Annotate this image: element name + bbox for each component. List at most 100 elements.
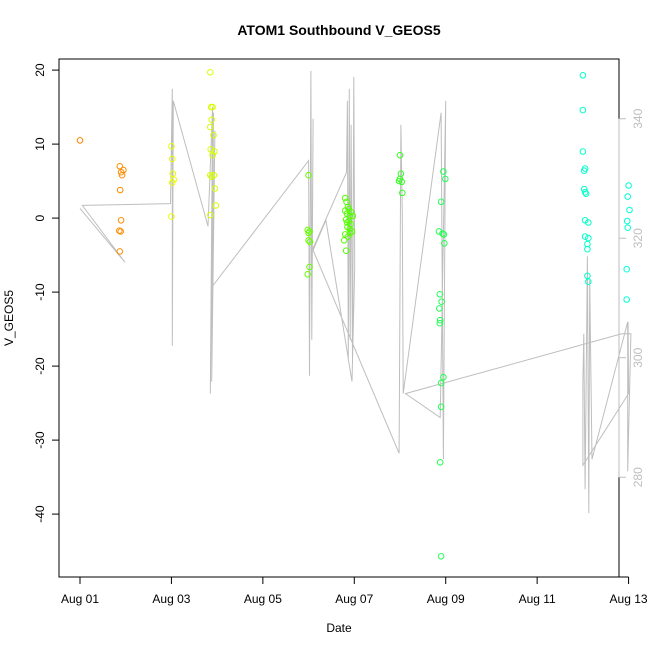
y-tick-label: 0 bbox=[33, 214, 47, 221]
data-point bbox=[581, 233, 589, 240]
data-point bbox=[623, 296, 631, 303]
data-point bbox=[436, 291, 444, 298]
data-point bbox=[438, 298, 445, 306]
data-point bbox=[436, 316, 444, 324]
data-point bbox=[76, 137, 84, 144]
chart-title: ATOM1 Southbound V_GEOS5 bbox=[237, 22, 440, 38]
data-point bbox=[440, 373, 447, 381]
data-point bbox=[117, 228, 124, 235]
data-point bbox=[436, 305, 443, 312]
data-point bbox=[305, 171, 312, 179]
data-point bbox=[442, 175, 449, 183]
x-tick-label: Aug 11 bbox=[519, 592, 556, 606]
data-point bbox=[210, 131, 217, 139]
x-tick-label: Aug 13 bbox=[610, 592, 648, 606]
data-point bbox=[210, 171, 218, 179]
data-point bbox=[169, 155, 176, 163]
data-point bbox=[624, 193, 632, 200]
data-point bbox=[116, 248, 124, 255]
data-point bbox=[581, 188, 589, 196]
data-point bbox=[440, 168, 447, 175]
data-point bbox=[209, 151, 216, 159]
data-point bbox=[345, 205, 353, 213]
data-point bbox=[116, 163, 124, 170]
data-point bbox=[306, 238, 314, 246]
data-point bbox=[212, 202, 220, 209]
data-point bbox=[579, 148, 587, 155]
data-point bbox=[585, 234, 592, 242]
plot-area bbox=[76, 69, 633, 560]
data-point bbox=[436, 319, 444, 327]
data-point bbox=[436, 459, 444, 466]
data-point bbox=[120, 166, 127, 174]
data-point bbox=[441, 240, 448, 247]
x-tick-label: Aug 05 bbox=[244, 592, 282, 606]
data-point bbox=[343, 219, 351, 226]
y-tick-label: -10 bbox=[33, 283, 47, 301]
data-point bbox=[585, 278, 592, 286]
x-tick-label: Aug 03 bbox=[152, 592, 190, 606]
data-point bbox=[399, 189, 406, 197]
y-tick-label: -20 bbox=[33, 357, 47, 375]
y-tick-label: -30 bbox=[33, 431, 47, 449]
data-point bbox=[584, 245, 591, 253]
data-point bbox=[396, 151, 404, 159]
data-point bbox=[437, 553, 445, 560]
y-tick-label: 20 bbox=[33, 63, 47, 77]
x-axis: Aug 01 Aug 03 Aug 05 Aug 07 Aug 09 Aug 11 Aug … bbox=[61, 576, 648, 606]
data-point bbox=[437, 403, 445, 411]
data-point bbox=[209, 103, 216, 111]
data-point bbox=[168, 143, 175, 150]
data-point bbox=[585, 219, 592, 226]
data-point bbox=[170, 176, 177, 183]
x-axis-label: Date bbox=[326, 621, 352, 635]
data-point bbox=[341, 194, 349, 202]
data-point bbox=[117, 217, 125, 224]
data-point bbox=[116, 186, 124, 194]
data-point bbox=[207, 69, 214, 76]
x-tick-label: Aug 07 bbox=[335, 592, 373, 606]
x-tick-label: Aug 01 bbox=[61, 592, 99, 606]
secondary-y-tick-label: 320 bbox=[631, 228, 645, 248]
secondary-y-tick-label: 340 bbox=[631, 108, 645, 128]
data-point bbox=[437, 198, 445, 206]
data-point bbox=[440, 231, 448, 238]
data-point bbox=[623, 217, 631, 225]
data-point bbox=[306, 263, 313, 271]
data-point bbox=[169, 179, 176, 186]
data-point bbox=[437, 379, 445, 387]
data-point bbox=[349, 212, 357, 220]
x-tick-label: Aug 09 bbox=[427, 592, 465, 606]
data-point bbox=[305, 229, 312, 237]
plot-frame bbox=[58, 58, 620, 578]
data-point bbox=[346, 229, 354, 237]
data-point bbox=[435, 228, 443, 235]
data-point bbox=[624, 224, 632, 231]
y-tick-label: -40 bbox=[33, 505, 47, 523]
y-axis-label: V_GEOS5 bbox=[2, 290, 16, 346]
data-point bbox=[626, 206, 633, 214]
data-point bbox=[304, 271, 312, 278]
secondary-series-line bbox=[79, 70, 632, 514]
data-point bbox=[579, 106, 587, 114]
data-point bbox=[582, 190, 590, 197]
data-point bbox=[579, 72, 587, 79]
data-point bbox=[211, 148, 218, 155]
data-point bbox=[395, 177, 403, 185]
data-point bbox=[623, 265, 631, 273]
data-point bbox=[340, 237, 348, 244]
y-axis: 20 10 0 -10 -20 -30 -40 bbox=[33, 63, 60, 523]
y-tick-label: 10 bbox=[33, 137, 47, 151]
data-point bbox=[342, 247, 350, 254]
data-point bbox=[207, 211, 214, 219]
data-point bbox=[304, 226, 312, 234]
data-point bbox=[398, 178, 406, 186]
data-point bbox=[211, 185, 219, 192]
data-point bbox=[208, 116, 215, 123]
data-point bbox=[305, 237, 312, 244]
secondary-y-tick-label: 300 bbox=[631, 347, 645, 367]
data-point bbox=[348, 228, 356, 235]
secondary-y-axis: 280 300 320 340 bbox=[618, 108, 645, 487]
data-point bbox=[207, 171, 214, 179]
